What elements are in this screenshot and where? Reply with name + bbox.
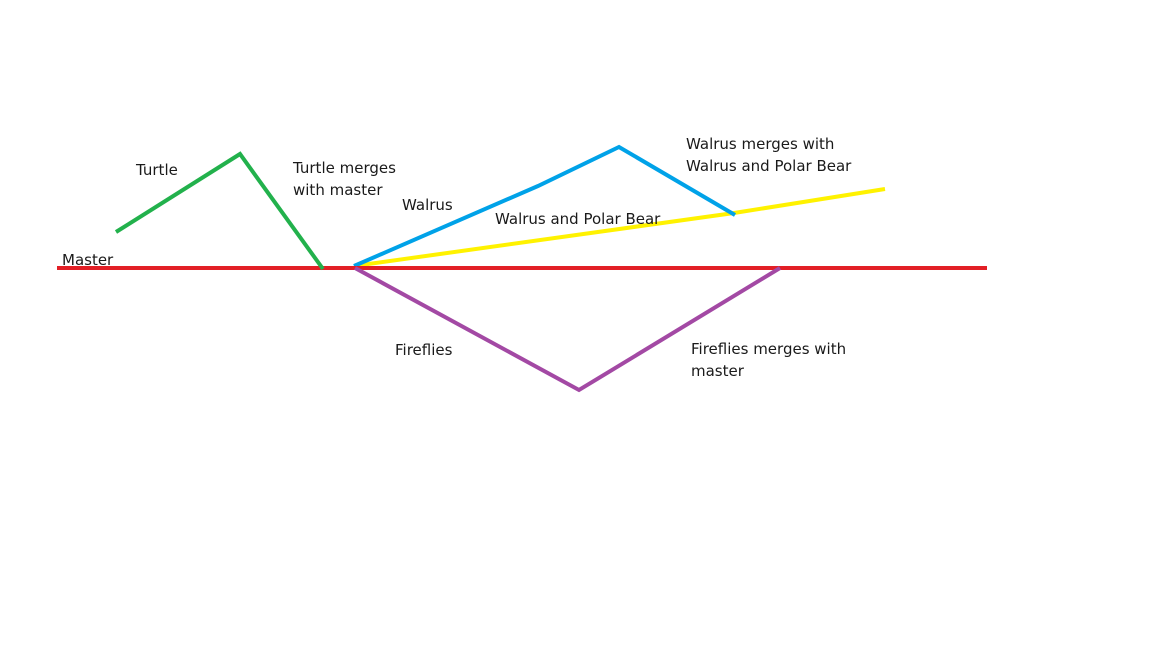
walrus-label: Walrus <box>402 196 453 214</box>
walrus-branch-line <box>353 144 737 268</box>
fireflies-branch-line <box>354 266 782 393</box>
walrus-merge-label: Walrus merges with Walrus and Polar Bear <box>686 133 851 177</box>
walrus-and-polar-bear-label: Walrus and Polar Bear <box>495 210 661 228</box>
fireflies-merge-label-line-1: Fireflies merges with <box>691 340 847 358</box>
walrus-merge-label-line-2: Walrus and Polar Bear <box>686 157 852 175</box>
fireflies-merge-label-line-2: master <box>691 362 744 380</box>
turtle-label: Turtle <box>136 161 178 179</box>
fireflies-label: Fireflies <box>395 341 453 359</box>
turtle-merge-label-line-1: Turtle merges <box>293 159 396 177</box>
turtle-merge-label: Turtle merges with master <box>293 157 396 201</box>
turtle-merge-label-line-2: with master <box>293 181 383 199</box>
fireflies-merge-label: Fireflies merges with master <box>691 338 846 382</box>
walrus-merge-label-line-1: Walrus merges with <box>686 135 835 153</box>
master-label: Master <box>62 251 114 269</box>
turtle-branch-line <box>114 151 325 271</box>
